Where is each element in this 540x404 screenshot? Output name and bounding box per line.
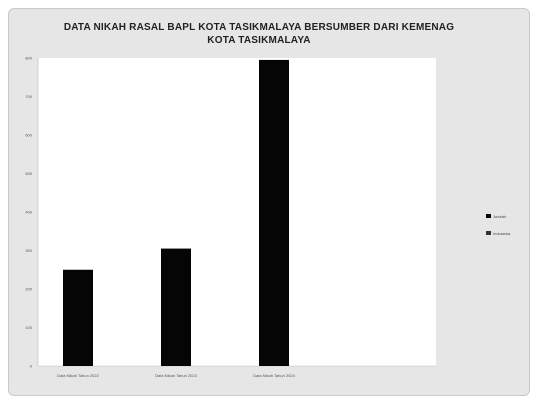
y-tick-label: 500	[25, 171, 32, 176]
legend-swatch	[486, 231, 491, 235]
y-tick-label: 400	[25, 210, 32, 215]
plot-area	[38, 58, 436, 366]
y-tick-label: 100	[25, 325, 32, 330]
bar	[63, 269, 93, 366]
y-tick-label: 0	[30, 364, 33, 369]
legend-label: Jumlah	[493, 214, 506, 219]
x-tick-label: Data Nikah Tahun 2022	[57, 373, 100, 378]
bar	[259, 59, 289, 367]
y-tick-label: 600	[25, 133, 32, 138]
y-tick-label: 800	[25, 56, 32, 61]
x-tick-label: Data Nikah Tahun 2023	[155, 373, 198, 378]
legend-label: Indonesia	[493, 231, 511, 236]
bar	[161, 248, 191, 366]
y-tick-label: 700	[25, 94, 32, 99]
y-tick-label: 200	[25, 287, 32, 292]
chart-title: DATA NIKAH RASAL BAPL KOTA TASIKMALAYA B…	[63, 22, 455, 46]
y-tick-label: 300	[25, 248, 32, 253]
legend-swatch	[486, 214, 491, 218]
x-tick-label: Data Nikah Tahun 2024	[253, 373, 296, 378]
